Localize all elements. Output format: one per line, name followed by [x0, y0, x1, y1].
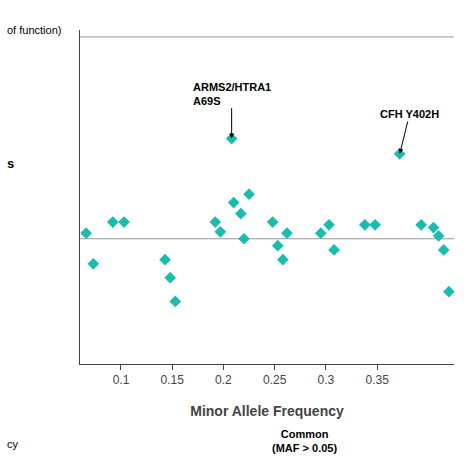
- svg-text:ARMS2/HTRA1A69S: ARMS2/HTRA1A69S: [193, 81, 271, 107]
- svg-text:0.2: 0.2: [215, 373, 232, 387]
- svg-text:of function): of function): [7, 24, 61, 36]
- svg-text:Common(MAF > 0.05): Common(MAF > 0.05): [272, 428, 337, 454]
- svg-text:cy: cy: [7, 438, 19, 450]
- svg-text:0.1: 0.1: [113, 373, 130, 387]
- svg-text:CFH Y402H: CFH Y402H: [380, 108, 439, 120]
- svg-text:0.25: 0.25: [263, 373, 287, 387]
- svg-text:0.35: 0.35: [365, 373, 389, 387]
- svg-text:s: s: [7, 156, 14, 171]
- svg-text:0.15: 0.15: [161, 373, 185, 387]
- svg-text:Minor Allele Frequency: Minor Allele Frequency: [190, 403, 344, 419]
- svg-text:0.3: 0.3: [318, 373, 335, 387]
